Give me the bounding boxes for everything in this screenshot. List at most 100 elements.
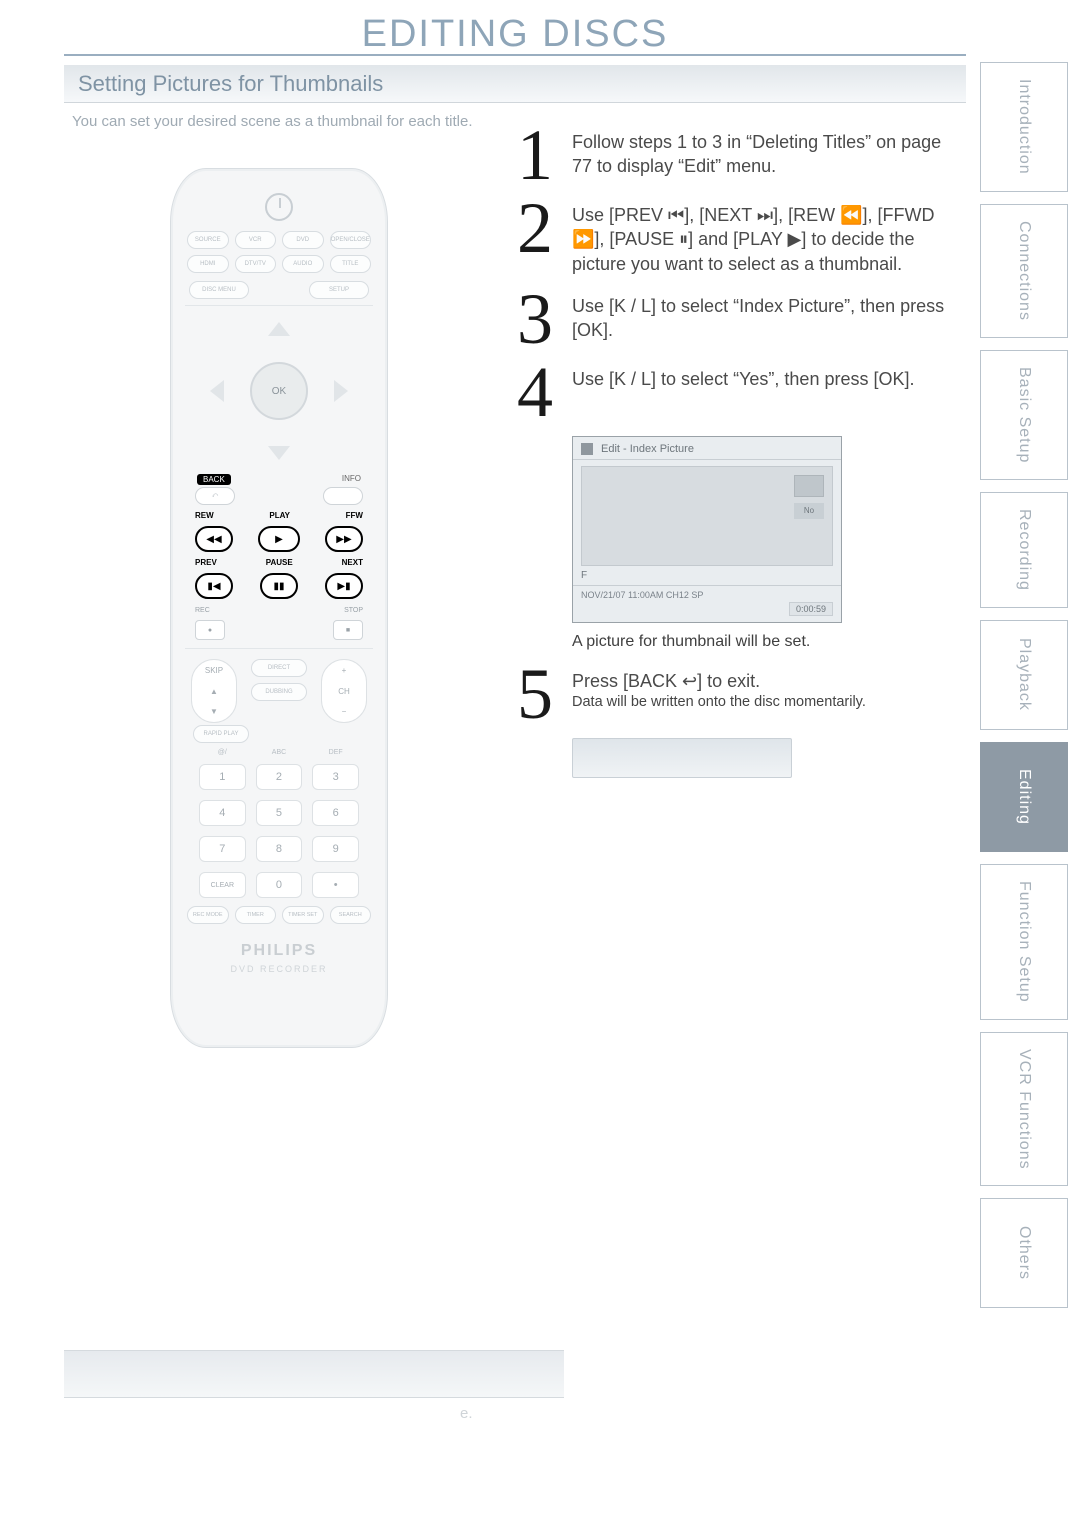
btn-back: ⤺ <box>195 487 235 505</box>
play-icon: ▶ <box>788 227 802 251</box>
tab-function-setup[interactable]: Function Setup <box>980 864 1068 1020</box>
key-7: 7 <box>199 836 246 862</box>
dpad-up-icon <box>268 322 290 336</box>
transport-row1: ◀◀ ▶ ▶▶ <box>181 522 377 554</box>
tab-vcr-functions[interactable]: VCR Functions <box>980 1032 1068 1187</box>
tab-recording[interactable]: Recording <box>980 492 1068 608</box>
btn-dubbing: DUBBING <box>251 683 307 701</box>
btn-rapid: RAPID PLAY <box>193 725 249 743</box>
btn-recmode: REC MODE <box>187 906 229 924</box>
footer-stub <box>64 1350 564 1398</box>
label-play: PLAY <box>269 511 290 520</box>
btn-hdmi: HDMI <box>187 255 229 273</box>
step-2: 2 Use [PREV ⏮], [NEXT ⏭], [REW ⏪], [FFWD… <box>510 199 960 276</box>
osd-time: 0:00:59 <box>789 602 833 616</box>
osd-square-icon <box>581 443 593 455</box>
sidebar-tabs: Introduction Connections Basic Setup Rec… <box>980 62 1068 1308</box>
osd-dialog: Edit - Index Picture No F NOV/21/07 11:0… <box>572 436 842 623</box>
btn-pause: ▮▮ <box>260 573 298 599</box>
btn-vcr: VCR <box>235 231 277 249</box>
dpad: OK <box>204 316 354 466</box>
label-prev: PREV <box>195 558 217 567</box>
tab-connections[interactable]: Connections <box>980 204 1068 338</box>
key-6: 6 <box>312 800 359 826</box>
pause-icon: ⏸ <box>679 227 688 251</box>
key-dot: • <box>312 872 359 898</box>
btn-info <box>323 487 363 505</box>
key-lab-2: ABC <box>256 749 303 756</box>
btn-setup: SETUP <box>309 281 369 299</box>
btn-skip: SKIP▲▼ <box>191 659 237 723</box>
keypad: 1 2 3 4 5 6 7 8 9 CLEAR 0 • <box>199 764 359 898</box>
key-lab-1: @/ <box>199 749 246 756</box>
key-3: 3 <box>312 764 359 790</box>
footer-stray-text: e. <box>460 1405 473 1422</box>
subtitle: Setting Pictures for Thumbnails <box>78 71 383 97</box>
step5-sub: Data will be written onto the disc momen… <box>572 693 866 713</box>
next-icon: ⏭ <box>757 203 773 227</box>
key-clear: CLEAR <box>199 872 246 898</box>
btn-timer: TIMER <box>235 906 277 924</box>
brand: PHILIPS <box>181 942 377 960</box>
osd-header: Edit - Index Picture <box>573 437 841 460</box>
btn-dvd: DVD <box>282 231 324 249</box>
btn-rec: ● <box>195 620 225 640</box>
key-4: 4 <box>199 800 246 826</box>
osd-screen: No <box>581 466 833 566</box>
label-next: NEXT <box>342 558 363 567</box>
skip-ch-row: SKIP▲▼ DIRECT DUBBING +CH− <box>181 655 377 723</box>
intro-text: You can set your desired scene as a thum… <box>72 112 502 132</box>
ffwd-icon: ⏩ <box>572 227 594 251</box>
tab-playback[interactable]: Playback <box>980 620 1068 730</box>
transport-row2-labels: PREV PAUSE NEXT <box>181 554 377 569</box>
tab-basic-setup[interactable]: Basic Setup <box>980 350 1068 480</box>
label-rew: REW <box>195 511 214 520</box>
step-body-5: Press [BACK ↩] to exit. Data will be wri… <box>572 665 866 713</box>
label-info: INFO <box>342 474 361 485</box>
tab-editing[interactable]: Editing <box>980 742 1068 852</box>
step-5: 5 Press [BACK ↩] to exit. Data will be w… <box>510 665 960 724</box>
label-ffw: FFW <box>346 511 363 520</box>
step-3: 3 Use [K / L] to select “Index Picture”,… <box>510 290 960 349</box>
tab-others[interactable]: Others <box>980 1198 1068 1308</box>
osd-info-row: NOV/21/07 11:00AM CH12 SP <box>573 585 841 602</box>
btn-timerset: TIMER SET <box>282 906 324 924</box>
btn-source: SOURCE <box>187 231 229 249</box>
label-back: BACK <box>197 474 231 485</box>
page-title: EDITING DISCS <box>362 13 669 56</box>
key-0: 0 <box>256 872 303 898</box>
osd-preview-box <box>794 475 824 497</box>
key-lab-3: DEF <box>312 749 359 756</box>
key-8: 8 <box>256 836 303 862</box>
mid-stack: DIRECT DUBBING <box>251 659 307 701</box>
osd-timebar: 0:00:59 <box>573 602 841 622</box>
back-icon: ↩ <box>682 669 697 693</box>
step-body-4: Use [K / L] to select “Yes”, then press … <box>572 363 914 391</box>
dpad-left-icon <box>210 380 224 402</box>
dpad-down-icon <box>268 446 290 460</box>
prev-icon: ⏮ <box>668 203 684 227</box>
btn-ffw: ▶▶ <box>325 526 363 552</box>
btn-title: TITLE <box>330 255 372 273</box>
btn-ch: +CH− <box>321 659 367 723</box>
btn-discmenu: DISC MENU <box>189 281 249 299</box>
key-9: 9 <box>312 836 359 862</box>
btn-stop: ■ <box>333 620 363 640</box>
rec-stop-row: ● ■ <box>181 616 377 642</box>
btn-ok: OK <box>250 362 308 420</box>
steps-column: 1 Follow steps 1 to 3 in “Deleting Title… <box>510 126 960 778</box>
label-rec: REC <box>195 607 210 614</box>
tab-introduction[interactable]: Introduction <box>980 62 1068 192</box>
step-body-1: Follow steps 1 to 3 in “Deleting Titles”… <box>572 126 960 179</box>
transport-row1-labels: REW PLAY FFW <box>181 507 377 522</box>
step-body-2: Use [PREV ⏮], [NEXT ⏭], [REW ⏪], [FFWD ⏩… <box>572 199 960 276</box>
key-5: 5 <box>256 800 303 826</box>
btn-openclose: OPEN/CLOSE <box>330 231 372 249</box>
label-pause: PAUSE <box>266 558 293 567</box>
dpad-right-icon <box>334 380 348 402</box>
transport-row2: ▮◀ ▮▮ ▶▮ <box>181 569 377 601</box>
step-body-3: Use [K / L] to select “Index Picture”, t… <box>572 290 960 343</box>
step-1: 1 Follow steps 1 to 3 in “Deleting Title… <box>510 126 960 185</box>
btn-next: ▶▮ <box>325 573 363 599</box>
osd-title: Edit - Index Picture <box>601 443 694 455</box>
